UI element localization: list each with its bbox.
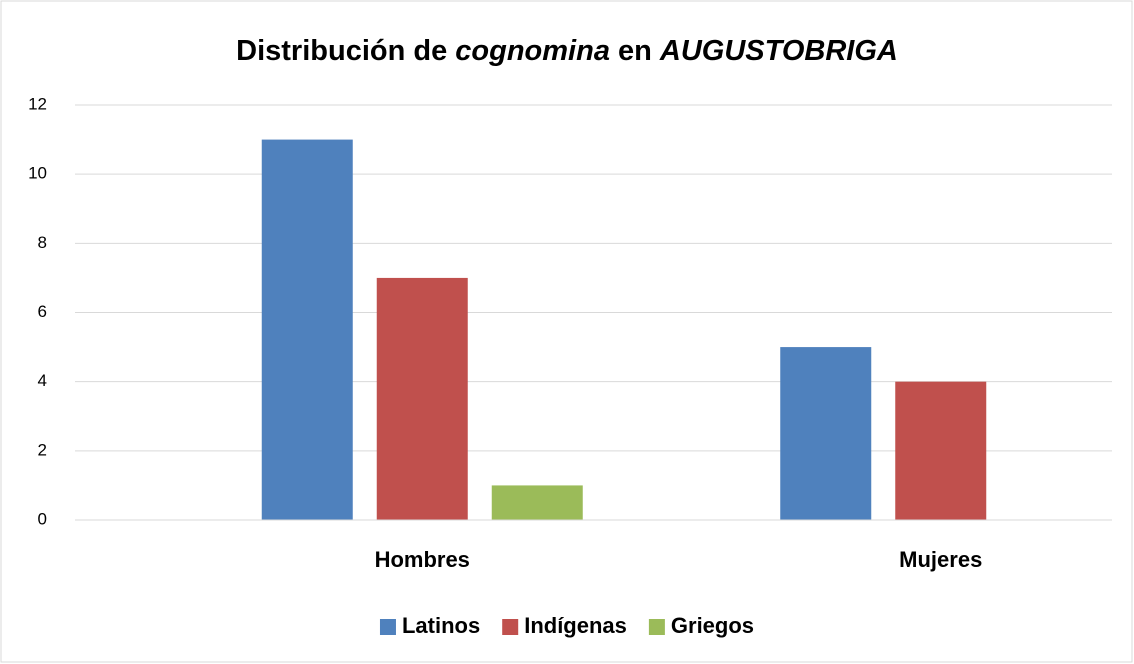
y-tick-label: 8 [38, 233, 47, 252]
legend-label: Griegos [671, 613, 754, 638]
y-tick-label: 4 [38, 371, 47, 390]
legend-swatch [648, 619, 665, 635]
legend-swatch [379, 619, 396, 635]
legend-label: Indígenas [524, 613, 627, 638]
legend-label: Latinos [402, 613, 480, 638]
bar [376, 277, 468, 520]
legend: Latinos Indígenas Griegos [379, 613, 754, 638]
y-tick-label: 0 [38, 509, 47, 528]
title-part: en [610, 35, 660, 67]
bar [491, 485, 583, 520]
title-part: cognomina [455, 35, 610, 67]
y-tick-label: 12 [28, 94, 47, 113]
bar [895, 381, 987, 520]
y-tick-label: 2 [38, 440, 47, 459]
y-tick-label: 10 [28, 164, 47, 183]
x-tick-label: Mujeres [899, 547, 982, 572]
title-part: Distribución de [236, 35, 455, 67]
legend-swatch [502, 619, 519, 635]
title-part: AUGUSTOBRIGA [659, 35, 898, 67]
chart-title: Distribución de cognomina en AUGUSTOBRIG… [236, 35, 898, 67]
bar [780, 347, 872, 520]
y-tick-label: 6 [38, 302, 47, 321]
x-tick-label: Hombres [375, 547, 470, 572]
bar [261, 139, 353, 521]
